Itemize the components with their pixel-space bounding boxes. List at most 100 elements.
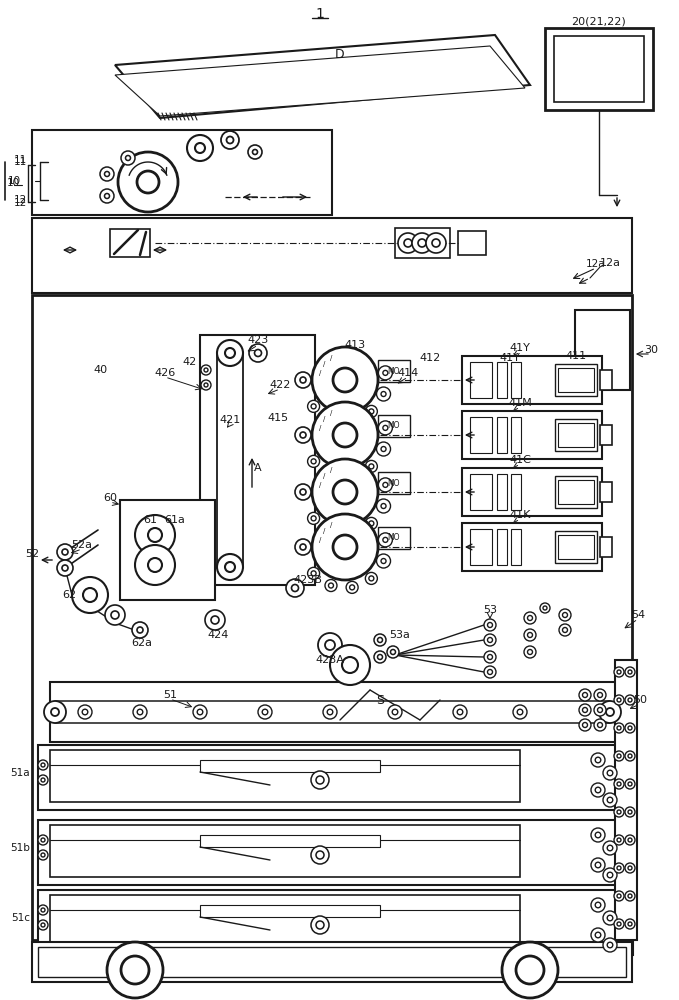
Circle shape: [378, 654, 382, 660]
Circle shape: [432, 239, 440, 247]
Circle shape: [333, 368, 357, 392]
Circle shape: [381, 504, 386, 509]
Circle shape: [488, 638, 492, 643]
Bar: [378, 415, 410, 437]
Circle shape: [100, 189, 114, 203]
Circle shape: [390, 650, 395, 654]
Circle shape: [594, 704, 606, 716]
Circle shape: [398, 233, 418, 253]
Circle shape: [316, 851, 324, 859]
Circle shape: [38, 920, 48, 930]
Circle shape: [524, 646, 536, 658]
Text: 41K: 41K: [509, 510, 531, 520]
Circle shape: [603, 868, 617, 882]
Circle shape: [329, 471, 333, 476]
Circle shape: [300, 377, 306, 383]
Text: S: S: [376, 694, 384, 706]
Bar: [110, 229, 150, 257]
Circle shape: [312, 459, 378, 525]
Circle shape: [524, 612, 536, 624]
Circle shape: [628, 922, 632, 926]
Bar: [38, 820, 633, 885]
Circle shape: [595, 932, 601, 938]
Text: 10: 10: [6, 178, 20, 188]
Text: 51a: 51a: [10, 768, 30, 778]
Circle shape: [595, 902, 601, 908]
Circle shape: [369, 409, 374, 414]
Text: 40: 40: [93, 365, 107, 375]
Circle shape: [72, 577, 108, 613]
Circle shape: [517, 709, 523, 715]
Circle shape: [625, 891, 635, 901]
Circle shape: [625, 667, 635, 677]
Circle shape: [38, 835, 48, 845]
Circle shape: [614, 779, 624, 789]
Circle shape: [383, 425, 388, 430]
Circle shape: [617, 922, 621, 926]
Text: MO: MO: [388, 534, 400, 542]
Circle shape: [591, 828, 605, 842]
Circle shape: [562, 612, 568, 617]
Circle shape: [614, 891, 624, 901]
Text: 61a: 61a: [164, 515, 185, 525]
Circle shape: [333, 423, 357, 447]
Circle shape: [614, 807, 624, 817]
Text: 414: 414: [397, 368, 419, 378]
Text: 53a: 53a: [390, 630, 410, 640]
Text: 423B: 423B: [293, 575, 323, 585]
Circle shape: [57, 544, 73, 560]
Circle shape: [137, 627, 143, 633]
Text: 12a: 12a: [600, 258, 621, 268]
Circle shape: [628, 866, 632, 870]
Bar: [200, 760, 380, 772]
Bar: [554, 36, 644, 102]
Text: 62a: 62a: [132, 638, 153, 648]
Circle shape: [628, 670, 632, 674]
Circle shape: [383, 482, 388, 487]
Bar: [378, 472, 410, 494]
Circle shape: [603, 793, 617, 807]
Bar: [120, 500, 215, 600]
Bar: [511, 417, 521, 453]
Bar: [555, 531, 597, 563]
Bar: [458, 231, 486, 255]
Circle shape: [44, 701, 66, 723]
Text: /: /: [318, 370, 321, 376]
Circle shape: [62, 565, 68, 571]
Circle shape: [583, 722, 587, 728]
Circle shape: [528, 615, 532, 620]
Circle shape: [201, 365, 211, 375]
Circle shape: [111, 611, 119, 619]
Circle shape: [628, 782, 632, 786]
Circle shape: [346, 581, 358, 593]
Circle shape: [201, 380, 211, 390]
Circle shape: [381, 559, 386, 564]
Circle shape: [82, 709, 88, 715]
Circle shape: [488, 654, 492, 660]
Circle shape: [579, 704, 591, 716]
Text: A: A: [254, 463, 262, 473]
Circle shape: [617, 698, 621, 702]
Circle shape: [325, 640, 335, 650]
Circle shape: [41, 853, 45, 857]
Circle shape: [121, 956, 149, 984]
Text: 30: 30: [644, 345, 658, 355]
Circle shape: [614, 667, 624, 677]
Text: 10: 10: [7, 176, 20, 186]
Circle shape: [617, 670, 621, 674]
Circle shape: [484, 666, 496, 678]
Circle shape: [325, 468, 337, 480]
Text: /: /: [323, 416, 325, 422]
Text: 413: 413: [344, 340, 365, 350]
Circle shape: [378, 638, 382, 643]
Circle shape: [617, 838, 621, 842]
Circle shape: [78, 705, 92, 719]
Circle shape: [135, 545, 175, 585]
Bar: [462, 523, 602, 571]
Circle shape: [614, 919, 624, 929]
Text: 41Y: 41Y: [500, 353, 520, 363]
Polygon shape: [115, 46, 525, 116]
Circle shape: [137, 709, 143, 715]
Circle shape: [383, 370, 388, 375]
Circle shape: [603, 911, 617, 925]
